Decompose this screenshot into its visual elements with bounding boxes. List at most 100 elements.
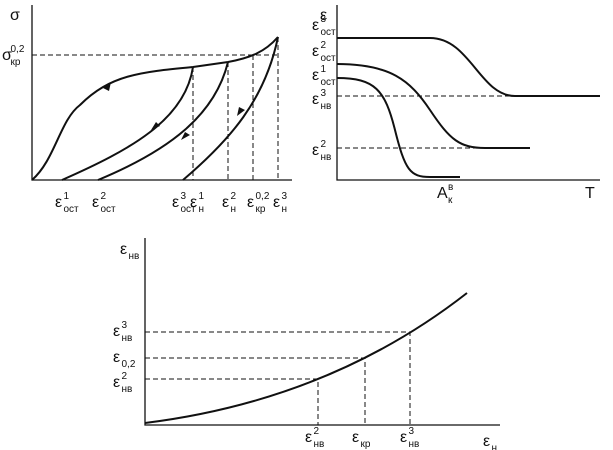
unloading-curve — [61, 66, 194, 181]
label-sub: ост — [101, 204, 117, 215]
curve — [336, 63, 530, 149]
label-base: ε — [113, 374, 120, 391]
label: ε2 нв — [113, 371, 132, 395]
label-sup: в — [448, 182, 453, 193]
label: ε3 нв — [400, 426, 419, 450]
label: T — [585, 185, 595, 202]
label-sup: 3 — [409, 426, 415, 437]
label: ε — [320, 7, 327, 24]
label-base: ε — [190, 194, 197, 211]
label-base: ε — [172, 194, 179, 211]
label-base: ε — [305, 429, 312, 446]
label-base: ε — [312, 17, 319, 34]
unloading-curve — [97, 61, 229, 181]
label-sub: н — [282, 204, 288, 215]
axes — [336, 5, 600, 181]
label: εн — [483, 433, 497, 450]
label-sup: 1 — [321, 64, 327, 75]
label-sub: 0,2 — [122, 359, 136, 370]
label-base: ε — [55, 194, 62, 211]
arrow — [103, 82, 245, 140]
label-sub: ост — [321, 77, 337, 88]
label-sub: н — [492, 443, 498, 450]
label-sup: 2 — [321, 40, 327, 51]
label-base: ε — [352, 429, 359, 446]
label-sup: 2 — [122, 371, 128, 382]
label-base: ε — [113, 323, 120, 340]
label-base: ε — [222, 194, 229, 211]
label-base: ε — [312, 91, 319, 108]
panel-1 — [31, 5, 292, 181]
label: ε2 ост — [92, 191, 116, 215]
label-base: ε — [312, 67, 319, 84]
label: ε1 ост — [55, 191, 79, 215]
label: ε0,2 кр — [247, 191, 270, 215]
label-sub: кр — [361, 439, 371, 450]
label-base: ε — [92, 194, 99, 211]
label-base: ε — [247, 194, 254, 211]
guide — [337, 95, 510, 149]
label: ε1 н — [190, 191, 205, 215]
label-sub: нв — [122, 384, 133, 395]
label-sub: нв — [409, 439, 420, 450]
label: ε0,2 — [113, 349, 136, 370]
axes — [144, 238, 500, 426]
label-sub: ост — [181, 204, 197, 215]
label-sup: 3 — [321, 14, 327, 25]
label: εнв — [120, 241, 139, 262]
label-base: ε — [312, 142, 319, 159]
label: ε3 ост — [172, 191, 196, 215]
label-sub: нв — [314, 439, 325, 450]
label-sup: 3 — [282, 191, 288, 202]
curve — [337, 37, 600, 97]
label-sup: 3 — [321, 88, 327, 99]
label-base: ε — [312, 43, 319, 60]
label-sub: ост — [64, 204, 80, 215]
label-sub: нв — [321, 101, 332, 112]
label: εкр — [352, 429, 371, 450]
label-base: σ — [2, 47, 12, 64]
label-base: ε — [400, 429, 407, 446]
label-sub: н — [231, 204, 237, 215]
unloading-curve — [182, 36, 279, 181]
label-sup: 0,2 — [11, 44, 25, 55]
loading-curve — [31, 36, 279, 181]
label-sub: кр — [11, 57, 21, 68]
label-sup: 2 — [314, 426, 320, 437]
label: ε3 нв — [113, 320, 132, 344]
label-sup: 1 — [199, 191, 205, 202]
label-sup: 1 — [64, 191, 70, 202]
label-sub: ост — [321, 27, 337, 38]
label: ε2 н — [222, 191, 237, 215]
label-sub: к — [448, 195, 453, 206]
label: ε3 н — [273, 191, 288, 215]
label: ε2 нв — [312, 139, 331, 163]
label: ε1 ост — [312, 64, 336, 88]
label-sub: нв — [129, 251, 140, 262]
label-sup: 2 — [231, 191, 237, 202]
label-sub: нв — [321, 152, 332, 163]
label-sub: н — [199, 204, 205, 215]
curve — [144, 292, 468, 424]
label-base: A — [437, 185, 448, 202]
label-sup: 3 — [122, 320, 128, 331]
label-sub: нв — [122, 333, 133, 344]
label: ε3 нв — [312, 88, 331, 112]
label: ε2 ост — [312, 40, 336, 64]
label: ε2 нв — [305, 426, 324, 450]
label-sup: 0,2 — [256, 191, 270, 202]
panel-3 — [144, 238, 500, 426]
label-base: ε — [113, 349, 120, 366]
label-base: ε — [273, 194, 280, 211]
label-sup: 2 — [321, 139, 327, 150]
label-sup: 3 — [181, 191, 187, 202]
label: σ — [10, 7, 20, 24]
label-sup: 2 — [101, 191, 107, 202]
label: σ0,2 кр — [2, 44, 25, 68]
guide — [145, 331, 411, 425]
curve — [336, 77, 460, 178]
label: Aв к — [437, 182, 453, 206]
label-sub: ост — [321, 53, 337, 64]
label-base: ε — [120, 241, 127, 258]
